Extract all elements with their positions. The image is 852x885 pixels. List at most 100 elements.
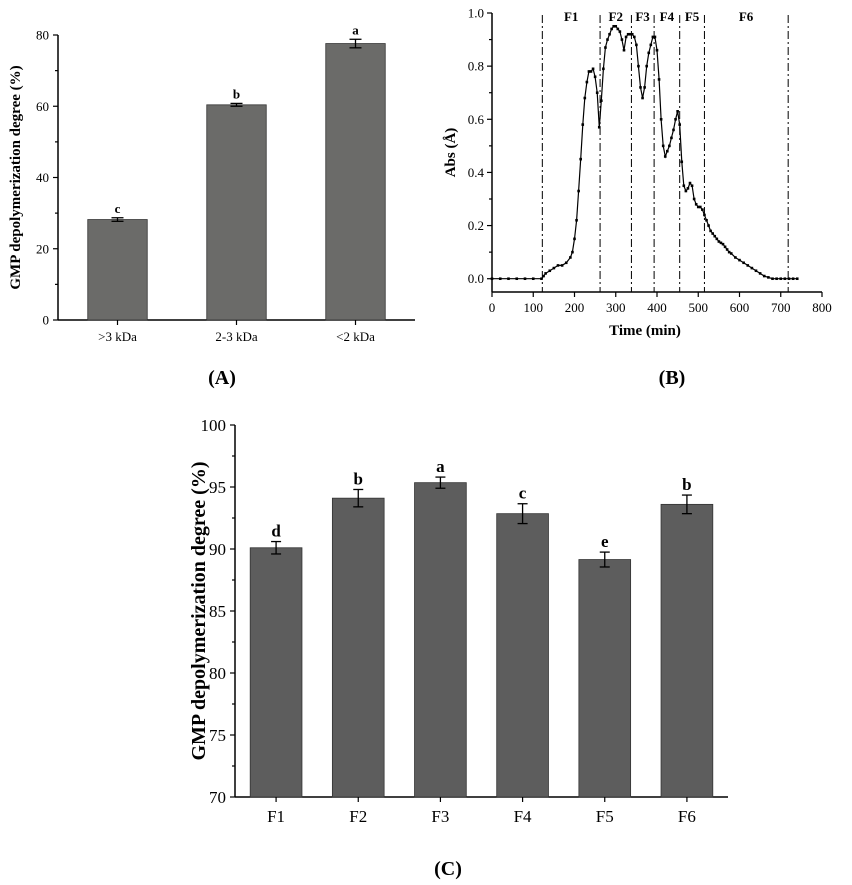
y-tick-label: 100 xyxy=(201,416,227,435)
panel-a-chart: 0 20 40 60 80 c >3 kDa b 2-3 kDa a <2 kDa GMP depol… xyxy=(8,22,415,344)
absorbance-series-line xyxy=(492,25,798,280)
data-point xyxy=(787,277,791,281)
data-point xyxy=(564,261,568,265)
data-point xyxy=(721,242,725,246)
bar xyxy=(578,559,632,798)
x-tick-label: 0 xyxy=(489,300,496,315)
data-point xyxy=(723,245,727,249)
fraction-label: F6 xyxy=(739,9,754,24)
bar xyxy=(414,482,467,798)
data-point xyxy=(678,123,681,126)
data-point xyxy=(661,144,665,148)
data-point xyxy=(523,277,527,281)
x-tick-label: F3 xyxy=(431,807,449,826)
data-point xyxy=(600,99,603,102)
data-point xyxy=(709,229,712,233)
data-point xyxy=(569,256,572,259)
data-point xyxy=(577,189,580,193)
x-tick-label: 300 xyxy=(606,300,626,315)
data-point xyxy=(762,274,766,278)
y-tick-label: 0.2 xyxy=(468,218,484,233)
x-tick-label: F4 xyxy=(514,807,532,826)
y-axis-label: GMP depolymerization degree (%) xyxy=(8,65,24,289)
data-point xyxy=(758,272,762,275)
data-point xyxy=(771,277,774,281)
data-point xyxy=(587,70,591,73)
significance-letter: b xyxy=(233,86,240,101)
x-tick-label: 500 xyxy=(689,300,709,315)
data-point xyxy=(682,184,686,188)
data-point xyxy=(701,208,704,211)
data-point xyxy=(542,274,545,278)
data-point xyxy=(696,205,700,209)
data-point xyxy=(674,117,677,121)
data-point xyxy=(783,277,787,281)
data-point xyxy=(779,277,783,281)
panel-b-caption: (B) xyxy=(659,367,686,389)
data-point xyxy=(657,78,661,81)
data-point xyxy=(680,160,684,164)
y-tick-label: 80 xyxy=(209,664,226,683)
data-point xyxy=(616,27,620,31)
x-tick-label: F1 xyxy=(267,807,285,826)
data-point xyxy=(622,48,626,52)
data-point xyxy=(639,86,642,89)
data-point xyxy=(713,234,717,238)
x-tick-label: 200 xyxy=(565,300,585,315)
data-point xyxy=(548,269,552,273)
y-tick-label: 90 xyxy=(209,540,226,559)
bar xyxy=(660,503,714,798)
data-point xyxy=(645,64,648,68)
x-tick-label: >3 kDa xyxy=(98,329,137,344)
data-point xyxy=(767,276,770,279)
y-tick-label: 0.0 xyxy=(468,271,484,286)
y-tick-label: 0 xyxy=(43,313,50,328)
data-point xyxy=(666,149,669,153)
data-point xyxy=(775,277,778,281)
data-point xyxy=(633,35,636,39)
data-point xyxy=(663,155,667,158)
significance-letter: b xyxy=(682,475,691,494)
panel-c-caption: (C) xyxy=(434,858,462,880)
data-point xyxy=(659,117,663,121)
x-tick-label: 100 xyxy=(524,300,544,315)
fraction-label: F1 xyxy=(564,9,578,24)
data-point xyxy=(694,203,698,206)
y-tick-label: 70 xyxy=(209,788,226,807)
data-point xyxy=(573,237,576,241)
bar xyxy=(87,219,148,321)
data-point xyxy=(618,30,622,33)
data-point xyxy=(791,277,795,281)
data-point xyxy=(531,277,535,281)
data-point xyxy=(507,277,510,281)
data-point xyxy=(498,277,502,281)
data-point xyxy=(595,91,599,95)
data-point xyxy=(571,250,574,254)
data-point xyxy=(703,213,706,217)
data-point xyxy=(575,218,578,222)
panel-b-chart: 0.0 0.2 0.4 0.6 0.8 1.0 0 100 200 300 400 500 600 700… xyxy=(443,6,832,340)
x-tick-label: 700 xyxy=(771,300,791,315)
data-point xyxy=(608,32,611,36)
y-tick-label: 60 xyxy=(36,99,49,114)
significance-letter: a xyxy=(436,457,445,476)
data-point xyxy=(742,261,745,265)
x-tick-label: <2 kDa xyxy=(336,329,375,344)
data-point xyxy=(686,187,690,190)
panel-a-caption: (A) xyxy=(208,367,236,389)
significance-letter: e xyxy=(601,532,609,551)
data-point xyxy=(684,189,688,193)
data-point xyxy=(581,123,585,126)
data-point xyxy=(515,277,519,281)
data-point xyxy=(651,35,655,39)
data-point xyxy=(715,237,719,241)
data-point xyxy=(560,264,564,267)
data-point xyxy=(707,224,710,227)
x-axis-label: Time (min) xyxy=(609,323,681,339)
data-point xyxy=(668,144,671,148)
data-point xyxy=(544,272,547,275)
data-point xyxy=(647,51,651,55)
data-point xyxy=(719,241,723,245)
x-tick-label: 800 xyxy=(812,300,832,315)
